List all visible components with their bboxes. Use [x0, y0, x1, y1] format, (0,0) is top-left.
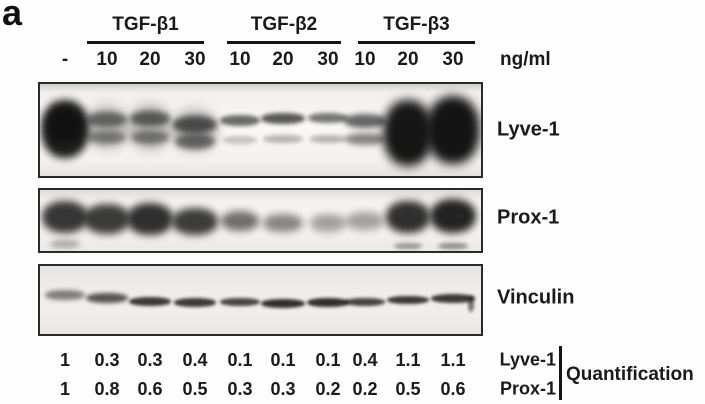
- blot-band: [310, 135, 346, 143]
- blot-band: [345, 298, 385, 306]
- blot-band: [172, 207, 218, 235]
- quantification-value: 0.5: [182, 379, 208, 399]
- blot-band: [86, 293, 128, 303]
- blot-band: [431, 293, 475, 303]
- quantification-value: 0.3: [94, 350, 120, 370]
- blot-band: [344, 114, 386, 128]
- dose-label: 10: [229, 49, 251, 70]
- treatment-group-label: TGF-β3: [383, 14, 450, 35]
- blot-box-prox-1: [38, 188, 483, 253]
- blot-band: [430, 199, 476, 233]
- quantification-value: 0.6: [440, 379, 466, 399]
- quantification-value: 0.2: [352, 379, 378, 399]
- blot-band: [438, 243, 468, 249]
- blot-band: [426, 96, 480, 164]
- dose-label: 20: [272, 49, 294, 70]
- treatment-group-underline: [87, 41, 204, 44]
- blot-band: [261, 112, 305, 124]
- blot-band: [383, 100, 433, 166]
- blot-band: [87, 111, 127, 127]
- blot-band: [129, 296, 171, 306]
- blot-band: [387, 296, 429, 304]
- quantification-bracket: [559, 346, 562, 400]
- blot-band: [221, 211, 259, 231]
- quantification-value: 0.8: [94, 379, 120, 399]
- quantification-value: 0.3: [137, 350, 163, 370]
- blot-protein-label: Lyve-1: [497, 118, 560, 141]
- blot-band: [263, 214, 303, 232]
- blot-band: [174, 297, 216, 307]
- blot-band: [263, 135, 303, 143]
- treatment-group-underline: [227, 41, 341, 44]
- quantification-value: 0.2: [315, 379, 341, 399]
- quantification-row-label: Lyve-1: [499, 349, 556, 370]
- dose-label: 10: [96, 49, 118, 70]
- blot-protein-label: Vinculin: [497, 286, 575, 309]
- dose-label: 30: [184, 49, 206, 70]
- quantification-value: 1: [59, 350, 71, 370]
- dose-label: 10: [354, 49, 376, 70]
- blot-band: [261, 298, 305, 308]
- blot-band: [220, 298, 260, 306]
- blot-band: [346, 212, 384, 230]
- blot-band: [130, 110, 170, 126]
- quantification-value: 0.1: [227, 350, 253, 370]
- dose-label: 30: [317, 49, 339, 70]
- quantification-value: 0.1: [315, 350, 341, 370]
- blot-box-lyve-1: [38, 82, 483, 178]
- quantification-title: Quantification: [566, 364, 694, 385]
- quantification-value: 0.3: [270, 379, 296, 399]
- blot-band: [386, 201, 430, 233]
- quantification-value: 0.5: [395, 379, 421, 399]
- dose-label: 30: [442, 49, 464, 70]
- blot-band: [50, 240, 80, 248]
- blot-band: [88, 130, 126, 144]
- quantification-row-label: Prox-1: [499, 378, 556, 399]
- blot-band: [307, 297, 349, 307]
- blot-band: [173, 115, 217, 133]
- blot-band: [131, 130, 169, 144]
- dose-label: 20: [139, 49, 161, 70]
- blot-band: [48, 109, 82, 143]
- dose-label: -: [61, 49, 69, 70]
- treatment-group-label: TGF-β1: [112, 14, 179, 35]
- quantification-value: 0.4: [182, 350, 208, 370]
- blot-band: [345, 133, 385, 145]
- quantification-value: 1: [59, 379, 71, 399]
- quantification-value: 0.1: [270, 350, 296, 370]
- quantification-value: 1.1: [395, 350, 421, 370]
- quantification-value: 0.4: [352, 350, 378, 370]
- blot-band: [308, 113, 348, 123]
- blot-protein-label: Prox-1: [497, 206, 560, 229]
- quantification-value: 0.3: [227, 379, 253, 399]
- blot-band: [223, 136, 257, 144]
- dose-unit-label: ng/ml: [500, 49, 551, 70]
- blot-band: [45, 290, 85, 300]
- blot-band: [175, 133, 215, 149]
- blot-box-vinculin: [38, 264, 483, 336]
- blot-band: [84, 204, 130, 234]
- blot-band: [310, 214, 346, 232]
- treatment-group-label: TGF-β2: [250, 14, 318, 35]
- quantification-value: 1.1: [440, 350, 466, 370]
- panel-letter: a: [2, 0, 23, 33]
- blot-band: [42, 201, 88, 233]
- blot-band: [394, 243, 422, 249]
- quantification-value: 0.6: [137, 379, 163, 399]
- blot-band: [220, 114, 260, 126]
- treatment-group-underline: [358, 41, 475, 44]
- blot-band: [468, 296, 474, 312]
- blot-band: [127, 203, 173, 235]
- dose-label: 20: [397, 49, 419, 70]
